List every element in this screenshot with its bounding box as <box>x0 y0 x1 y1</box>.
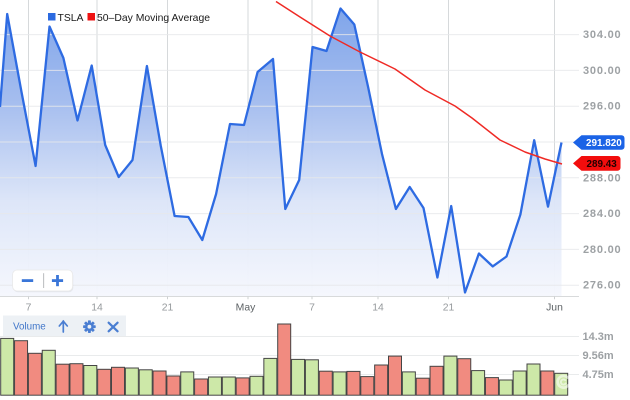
svg-text:14: 14 <box>91 303 103 314</box>
svg-text:21: 21 <box>162 303 174 314</box>
svg-text:Jun: Jun <box>546 303 563 314</box>
svg-text:7: 7 <box>309 303 315 314</box>
svg-text:304.00: 304.00 <box>583 29 621 41</box>
svg-text:300.00: 300.00 <box>583 65 621 77</box>
svg-text:TSLA: TSLA <box>58 13 84 24</box>
svg-text:May: May <box>236 303 256 314</box>
svg-text:14.3m: 14.3m <box>583 331 614 343</box>
svg-text:276.00: 276.00 <box>583 280 621 292</box>
svg-text:21: 21 <box>443 303 455 314</box>
svg-text:7: 7 <box>26 303 32 314</box>
svg-text:289.43: 289.43 <box>587 159 618 170</box>
svg-text:284.00: 284.00 <box>583 208 621 220</box>
svg-text:4.75m: 4.75m <box>583 369 614 381</box>
svg-text:288.00: 288.00 <box>583 172 621 184</box>
svg-text:Volume: Volume <box>13 322 46 333</box>
svg-text:50–Day Moving Average: 50–Day Moving Average <box>97 13 210 24</box>
svg-text:9.56m: 9.56m <box>583 350 614 362</box>
svg-text:296.00: 296.00 <box>583 101 621 113</box>
svg-text:14: 14 <box>372 303 384 314</box>
svg-text:280.00: 280.00 <box>583 244 621 256</box>
svg-text:291.820: 291.820 <box>586 138 622 149</box>
